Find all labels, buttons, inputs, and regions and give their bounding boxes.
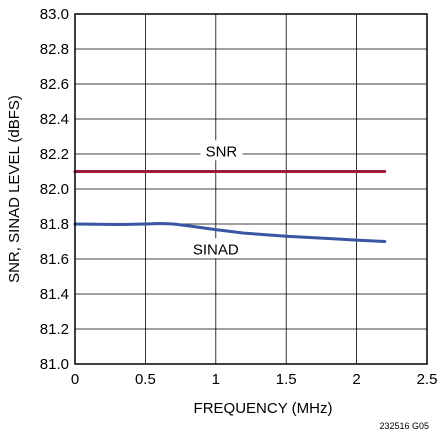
x-tick-label: 1.5 [276, 371, 297, 388]
y-tick-label: 82.8 [40, 41, 69, 58]
figure-id: 232516 G05 [379, 421, 429, 431]
y-tick-label: 82.2 [40, 146, 69, 163]
grid [75, 14, 427, 364]
y-tick-label: 81.2 [40, 321, 69, 338]
y-tick-label: 81.4 [40, 286, 69, 303]
x-tick-label: 0.5 [135, 371, 156, 388]
x-axis-title: FREQUENCY (MHz) [194, 400, 333, 417]
y-tick-label: 82.4 [40, 111, 69, 128]
x-tick-label: 0 [71, 371, 79, 388]
series-layer: SNR SINAD [73, 140, 387, 259]
y-tick-label: 82.0 [40, 181, 69, 198]
sinad-series-label: SINAD [193, 241, 239, 258]
sinad-label-background [184, 238, 247, 259]
plot-frame [74, 13, 428, 365]
y-tick-label: 81.0 [40, 356, 69, 373]
snr-series-label: SNR [206, 143, 238, 160]
x-tick-label: 2 [352, 371, 360, 388]
y-tick-label: 81.6 [40, 251, 69, 268]
x-tick-label: 1 [212, 371, 220, 388]
x-tick-label: 2.5 [417, 371, 437, 388]
y-tick-label: 82.6 [40, 76, 69, 93]
x-tick-labels: 0 0.5 1 1.5 2 2.5 [71, 371, 437, 388]
snr-label-background [200, 140, 243, 161]
y-axis-title: SNR, SINAD LEVEL (dBFS) [6, 95, 23, 283]
y-tick-label: 83.0 [40, 6, 69, 23]
sinad-series-line [73, 221, 387, 243]
y-tick-labels: 81.0 81.2 81.4 81.6 81.8 82.0 82.2 82.4 82.6 82.8… [40, 6, 69, 373]
y-tick-label: 81.8 [40, 216, 69, 233]
